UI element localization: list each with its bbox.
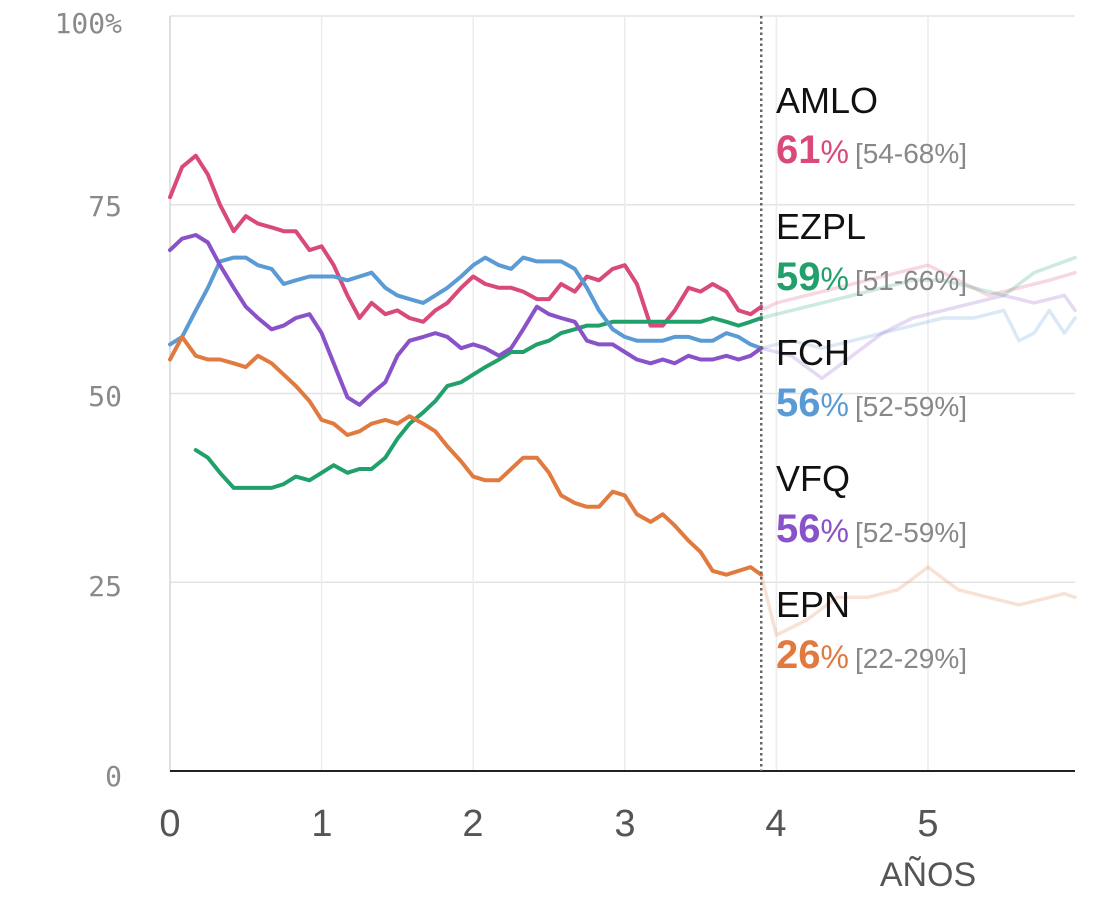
x-tick-label: 1 [311,803,332,845]
series-range: [51-66%] [855,265,967,296]
x-axis-label: AÑOS [880,856,976,894]
x-tick-label: 3 [614,803,635,845]
series-value-line: 59% [51-66%] [776,255,967,299]
series-name: EPN [776,584,850,625]
y-tick-label: 25 [88,570,122,603]
series-label-fch: FCH 56% [52-59%] [776,332,967,425]
x-tick-label: 2 [462,803,483,845]
x-tick-label: 5 [917,803,938,845]
series-line-vfq [168,233,764,407]
projection-lines [759,255,1077,637]
projection-line-fch [759,308,1077,350]
series-labels: AMLO 61% [54-68%] EZPL 59% [51-66%] FCH 56… [776,80,967,677]
projection-line-epn [759,565,1077,637]
y-tick-label: 0 [105,760,122,793]
series-unit: % [821,261,849,297]
series-value-line: 26% [22-29%] [776,633,967,677]
projection-line-vfq [759,293,1077,381]
series-line-amlo [168,153,764,328]
series-line-ezpl [193,316,764,490]
series-unit: % [821,513,849,549]
series-line-epn [168,334,764,577]
y-tick-label: 100% [55,7,123,40]
series-value: 56 [776,507,821,551]
projection-line-amlo [759,263,1077,313]
series-range: [22-29%] [855,643,967,674]
series-line-fch [168,255,764,351]
series-value-line: 61% [54-68%] [776,128,967,172]
series-value-line: 56% [52-59%] [776,381,967,425]
series-range: [54-68%] [855,138,967,169]
series-value: 59 [776,255,821,299]
x-tick-label: 0 [159,803,180,845]
series-value: 56 [776,381,821,425]
series-label-amlo: AMLO 61% [54-68%] [776,80,967,172]
series-unit: % [821,639,849,675]
axes [170,16,1075,772]
series-name: VFQ [776,458,850,499]
y-tick-label: 50 [88,380,122,413]
series-name: AMLO [776,80,878,121]
series-range: [52-59%] [855,391,967,422]
series-unit: % [821,134,849,170]
series-label-vfq: VFQ 56% [52-59%] [776,458,967,551]
series-lines [168,153,764,577]
series-value-line: 56% [52-59%] [776,507,967,551]
x-axis-ticks: 0 1 2 3 4 5 [159,803,938,845]
grid-lines [169,15,1075,771]
series-value: 26 [776,633,821,677]
series-unit: % [821,387,849,423]
series-range: [52-59%] [855,517,967,548]
y-axis-ticks: 0 25 50 75 100% [55,7,123,793]
series-value: 61 [776,128,821,172]
projection-line-ezpl [759,255,1077,320]
series-name: FCH [776,332,850,373]
x-tick-label: 4 [765,803,786,845]
series-label-epn: EPN 26% [22-29%] [776,584,967,677]
y-tick-label: 75 [88,190,122,223]
series-name: EZPL [776,206,866,247]
series-label-ezpl: EZPL 59% [51-66%] [776,206,967,299]
